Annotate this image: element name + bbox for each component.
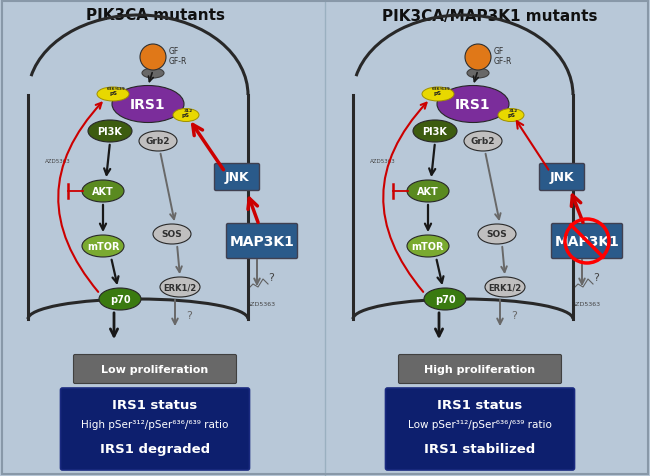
Text: p70: p70 bbox=[110, 294, 130, 304]
Ellipse shape bbox=[498, 109, 524, 122]
Text: IRS1 degraded: IRS1 degraded bbox=[100, 443, 210, 456]
Ellipse shape bbox=[467, 69, 489, 79]
Text: Grb2: Grb2 bbox=[471, 137, 495, 146]
Text: IRS1 status: IRS1 status bbox=[437, 399, 523, 412]
Text: GF-R: GF-R bbox=[169, 58, 187, 66]
Ellipse shape bbox=[142, 69, 164, 79]
Text: PI3K: PI3K bbox=[98, 127, 122, 137]
Text: JNK: JNK bbox=[225, 171, 250, 184]
Text: pS: pS bbox=[507, 112, 515, 117]
Ellipse shape bbox=[478, 225, 516, 245]
Ellipse shape bbox=[82, 180, 124, 203]
Text: GF: GF bbox=[494, 46, 504, 55]
Text: AZD5363: AZD5363 bbox=[573, 302, 601, 307]
FancyBboxPatch shape bbox=[398, 355, 562, 384]
Text: mTOR: mTOR bbox=[411, 241, 444, 251]
Ellipse shape bbox=[437, 86, 509, 123]
Text: ?: ? bbox=[186, 310, 192, 320]
Text: IRS1 stabilized: IRS1 stabilized bbox=[424, 443, 536, 456]
Text: MAP3K1: MAP3K1 bbox=[229, 235, 294, 248]
Ellipse shape bbox=[413, 121, 457, 143]
FancyBboxPatch shape bbox=[73, 355, 237, 384]
FancyBboxPatch shape bbox=[551, 224, 623, 259]
Text: AZD5363: AZD5363 bbox=[248, 302, 276, 307]
Text: pS: pS bbox=[109, 90, 117, 95]
Text: p70: p70 bbox=[435, 294, 455, 304]
Text: SOS: SOS bbox=[487, 230, 508, 239]
Text: IRS1: IRS1 bbox=[455, 98, 491, 112]
Text: PI3K: PI3K bbox=[422, 127, 447, 137]
Text: GF-R: GF-R bbox=[494, 58, 512, 66]
Text: AZD5363: AZD5363 bbox=[370, 159, 396, 164]
Ellipse shape bbox=[99, 288, 141, 310]
Ellipse shape bbox=[153, 225, 191, 245]
FancyBboxPatch shape bbox=[214, 164, 259, 191]
Text: PIK3CA/MAP3K1 mutants: PIK3CA/MAP3K1 mutants bbox=[382, 9, 598, 23]
Text: ERK1/2: ERK1/2 bbox=[163, 283, 196, 292]
Text: PIK3CA mutants: PIK3CA mutants bbox=[86, 9, 224, 23]
Text: JNK: JNK bbox=[550, 171, 575, 184]
FancyArrowPatch shape bbox=[384, 103, 426, 292]
Text: AZD5363: AZD5363 bbox=[45, 159, 71, 164]
Text: IRS1 status: IRS1 status bbox=[112, 399, 198, 412]
Ellipse shape bbox=[422, 88, 454, 102]
Text: ?: ? bbox=[268, 272, 274, 282]
Text: ?: ? bbox=[593, 272, 599, 282]
Ellipse shape bbox=[407, 236, 449, 258]
Circle shape bbox=[140, 45, 166, 71]
Text: pS: pS bbox=[182, 112, 190, 117]
Text: AKT: AKT bbox=[417, 187, 439, 197]
Text: MAP3K1: MAP3K1 bbox=[554, 235, 619, 248]
FancyBboxPatch shape bbox=[540, 164, 584, 191]
Text: AKT: AKT bbox=[92, 187, 114, 197]
Text: 312: 312 bbox=[508, 109, 517, 113]
FancyBboxPatch shape bbox=[60, 388, 250, 470]
Ellipse shape bbox=[160, 278, 200, 298]
Text: mTOR: mTOR bbox=[86, 241, 119, 251]
Ellipse shape bbox=[139, 132, 177, 152]
Text: 636/639: 636/639 bbox=[107, 87, 125, 91]
Ellipse shape bbox=[173, 109, 199, 122]
Ellipse shape bbox=[82, 236, 124, 258]
Ellipse shape bbox=[424, 288, 466, 310]
Ellipse shape bbox=[407, 180, 449, 203]
Text: IRS1: IRS1 bbox=[130, 98, 166, 112]
Text: SOS: SOS bbox=[162, 230, 183, 239]
Ellipse shape bbox=[88, 121, 132, 143]
Ellipse shape bbox=[97, 88, 129, 102]
Text: High proliferation: High proliferation bbox=[424, 364, 536, 374]
Text: pS: pS bbox=[434, 90, 442, 95]
Ellipse shape bbox=[464, 132, 502, 152]
FancyBboxPatch shape bbox=[385, 388, 575, 470]
Text: High pSer³¹²/pSer⁶³⁶/⁶³⁹ ratio: High pSer³¹²/pSer⁶³⁶/⁶³⁹ ratio bbox=[81, 419, 229, 429]
Text: 312: 312 bbox=[183, 109, 192, 113]
FancyArrowPatch shape bbox=[58, 103, 101, 292]
Text: ERK1/2: ERK1/2 bbox=[488, 283, 521, 292]
Text: 636/639: 636/639 bbox=[432, 87, 450, 91]
Text: GF: GF bbox=[169, 46, 179, 55]
Ellipse shape bbox=[485, 278, 525, 298]
Ellipse shape bbox=[112, 86, 184, 123]
FancyBboxPatch shape bbox=[226, 224, 298, 259]
Text: Low proliferation: Low proliferation bbox=[101, 364, 209, 374]
Text: Grb2: Grb2 bbox=[146, 137, 170, 146]
Text: Low pSer³¹²/pSer⁶³⁶/⁶³⁹ ratio: Low pSer³¹²/pSer⁶³⁶/⁶³⁹ ratio bbox=[408, 419, 552, 429]
Text: ?: ? bbox=[511, 310, 517, 320]
Circle shape bbox=[465, 45, 491, 71]
